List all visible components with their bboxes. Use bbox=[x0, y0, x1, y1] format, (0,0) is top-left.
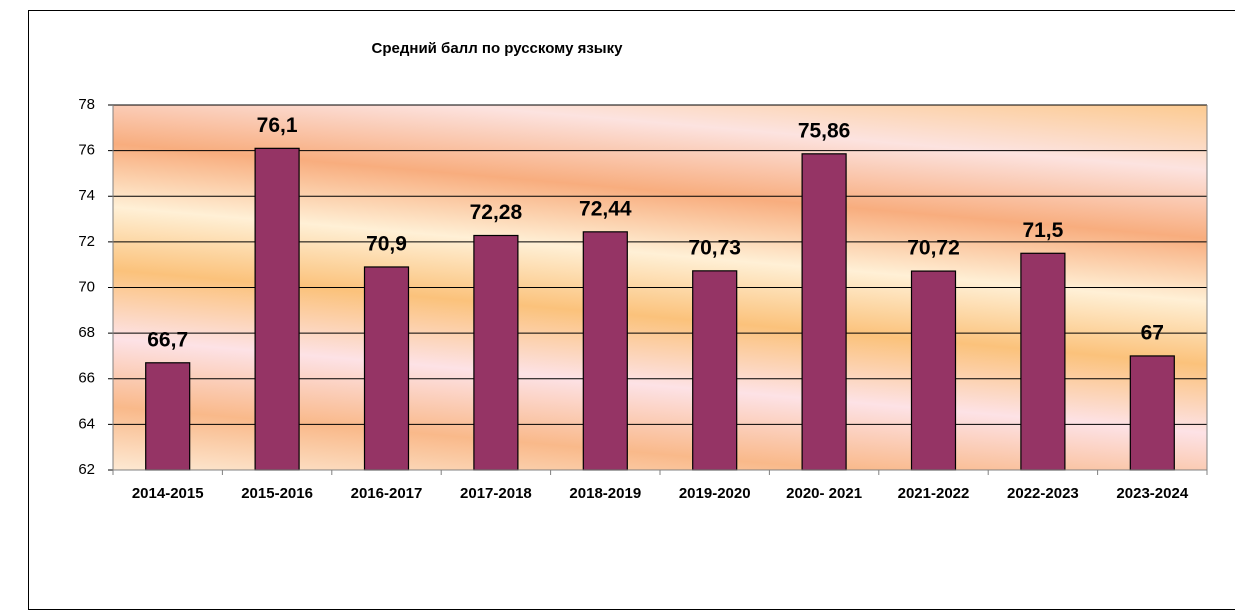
x-tick-label: 2020- 2021 bbox=[786, 485, 862, 502]
x-tick-label: 2014-2015 bbox=[132, 485, 204, 502]
value-label: 76,1 bbox=[257, 114, 298, 137]
y-tick-label: 68 bbox=[78, 324, 95, 341]
bar bbox=[582, 231, 628, 471]
bar bbox=[363, 266, 410, 471]
value-label: 75,86 bbox=[798, 119, 851, 142]
y-tick-label: 70 bbox=[78, 278, 95, 295]
x-tick-label: 2023-2024 bbox=[1116, 485, 1188, 502]
y-tick-label: 74 bbox=[78, 187, 95, 204]
value-label: 67 bbox=[1141, 321, 1164, 344]
y-tick-label: 72 bbox=[78, 233, 95, 250]
y-tick-label: 76 bbox=[78, 142, 95, 159]
bar bbox=[692, 270, 738, 471]
value-label: 70,72 bbox=[907, 237, 960, 260]
x-tick-label: 2018-2019 bbox=[569, 485, 641, 502]
bar bbox=[1129, 355, 1175, 471]
value-label: 72,44 bbox=[579, 197, 632, 220]
y-tick-label: 64 bbox=[78, 415, 95, 432]
chart-title: Средний балл по русскому языку bbox=[372, 40, 624, 57]
value-label: 66,7 bbox=[147, 328, 188, 351]
x-tick-label: 2021-2022 bbox=[898, 485, 970, 502]
bar bbox=[145, 362, 191, 471]
y-tick-label: 66 bbox=[78, 370, 95, 387]
value-label: 71,5 bbox=[1022, 219, 1063, 242]
y-tick-label: 62 bbox=[78, 461, 95, 478]
value-label: 70,9 bbox=[366, 233, 407, 256]
bar bbox=[254, 147, 300, 471]
y-tick-label: 78 bbox=[78, 96, 95, 113]
bar bbox=[801, 153, 847, 471]
chart: Средний балл по русскому языку 62 64 66 68 7… bbox=[78, 40, 1208, 502]
x-tick-label: 2015-2016 bbox=[241, 485, 313, 502]
value-label: 70,73 bbox=[688, 236, 741, 259]
x-tick-label: 2019-2020 bbox=[679, 485, 751, 502]
bar bbox=[473, 234, 519, 471]
bar bbox=[910, 270, 957, 471]
x-tick-label: 2017-2018 bbox=[460, 485, 532, 502]
x-tick-label: 2022-2023 bbox=[1007, 485, 1079, 502]
page: {"chart_data": {"type": "bar", "title": … bbox=[28, 10, 1235, 610]
bar bbox=[1020, 252, 1066, 471]
value-label: 72,28 bbox=[470, 201, 523, 224]
x-tick-label: 2016-2017 bbox=[351, 485, 423, 502]
